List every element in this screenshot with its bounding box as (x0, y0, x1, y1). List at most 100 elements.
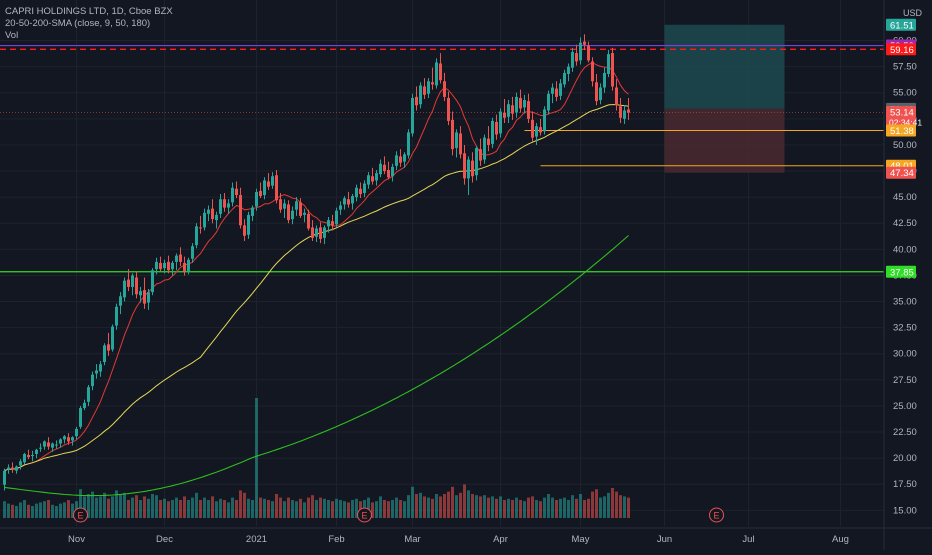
symbol-title[interactable]: CAPRI HOLDINGS LTD, 1D, Cboe BZX (5, 6, 173, 17)
candle-body (139, 291, 142, 296)
earnings-label: E (77, 511, 83, 521)
volume-bar (299, 498, 302, 518)
volume-bar (275, 494, 278, 518)
volume-bar (3, 501, 6, 518)
price-tick-label: 25.00 (893, 401, 917, 412)
volume-bar (591, 491, 594, 518)
price-label-text: 37.85 (890, 267, 914, 278)
candle-body (55, 444, 58, 446)
volume-bar (503, 500, 506, 518)
volume-bar (579, 494, 582, 518)
volume-bar (435, 494, 438, 518)
volume-bar (183, 496, 186, 518)
earnings-icon (709, 507, 724, 523)
volume-bar (283, 501, 286, 518)
volume-bar (179, 500, 182, 518)
volume-bar (95, 497, 98, 518)
volume-bar (399, 500, 402, 518)
volume-bar (539, 501, 542, 518)
candle-body (267, 181, 270, 187)
candle-body (179, 254, 182, 262)
candle-body (295, 201, 298, 210)
volume-bar (559, 498, 562, 518)
stop-zone (664, 108, 785, 173)
volume-indicator-label[interactable]: Vol (5, 30, 19, 41)
candle-body (563, 72, 566, 85)
candle-body (251, 207, 254, 216)
volume-bar (395, 497, 398, 518)
volume-bar (171, 500, 174, 518)
earnings-label: E (713, 511, 719, 521)
volume-bar (523, 501, 526, 518)
price-tick-label: 45.00 (893, 192, 917, 203)
volume-bar (99, 496, 102, 518)
candle-body (303, 212, 306, 215)
volume-bar (459, 492, 462, 518)
candle-body (499, 111, 502, 134)
candle-body (239, 195, 242, 226)
candle-body (547, 93, 550, 111)
price-tick-label: 15.00 (893, 505, 917, 516)
sma-indicator-label[interactable]: 20-50-200-SMA (close, 9, 50, 180) (5, 18, 151, 29)
candle-body (519, 97, 522, 109)
candle-body (495, 121, 498, 135)
volume-bar (43, 501, 46, 518)
volume-bar (291, 500, 294, 518)
candle-body (247, 214, 250, 235)
candle-body (595, 82, 598, 102)
volume-bar (263, 498, 266, 518)
volume-bar (619, 495, 622, 518)
candle-body (99, 364, 102, 372)
candle-body (395, 155, 398, 166)
volume-bar (195, 492, 198, 518)
countdown-text: 02:34:41 (889, 118, 922, 128)
price-label-text: 61.51 (890, 20, 914, 31)
volume-bar (383, 500, 386, 518)
volume-bar (427, 497, 430, 518)
volume-bar (351, 500, 354, 518)
volume-bar (335, 498, 338, 518)
volume-bar (39, 502, 42, 518)
candle-body (459, 133, 462, 155)
price-label-text: 59.16 (890, 45, 914, 56)
candle-body (299, 202, 302, 216)
candle-body (551, 87, 554, 94)
volume-bar (31, 506, 34, 518)
volume-bar (443, 494, 446, 518)
volume-bar (243, 492, 246, 518)
currency-label: USD (903, 8, 923, 18)
volume-bar (599, 497, 602, 518)
volume-bar (575, 498, 578, 518)
volume-bar (471, 494, 474, 518)
volume-bar (79, 489, 82, 518)
volume-bar (563, 497, 566, 518)
volume-bar (447, 491, 450, 518)
candle-body (231, 187, 234, 203)
candles[interactable] (3, 34, 630, 491)
volume-bar (267, 500, 270, 518)
candle-body (511, 105, 514, 114)
candle-body (427, 81, 430, 94)
earnings-icon (73, 507, 88, 523)
volume-bar (111, 496, 114, 518)
volume-bar (511, 500, 514, 518)
candle-body (75, 428, 78, 437)
price-label-badge (886, 265, 916, 278)
candle-body (39, 447, 42, 449)
volume-bar (47, 500, 50, 518)
volume-bar (15, 506, 18, 518)
volume-bar (135, 495, 138, 518)
volume-bar (463, 484, 466, 518)
time-axis[interactable]: Nov Dec 2021 Feb Mar Apr May Jun Jul Aug (0, 527, 932, 545)
drawn-lines[interactable] (0, 44, 884, 273)
candle-body (443, 81, 446, 97)
volume-bar (419, 492, 422, 518)
volume-bars (3, 398, 630, 518)
candle-body (359, 188, 362, 195)
position-tool[interactable] (664, 24, 785, 173)
candle-body (235, 188, 238, 196)
candle-body (615, 87, 618, 106)
